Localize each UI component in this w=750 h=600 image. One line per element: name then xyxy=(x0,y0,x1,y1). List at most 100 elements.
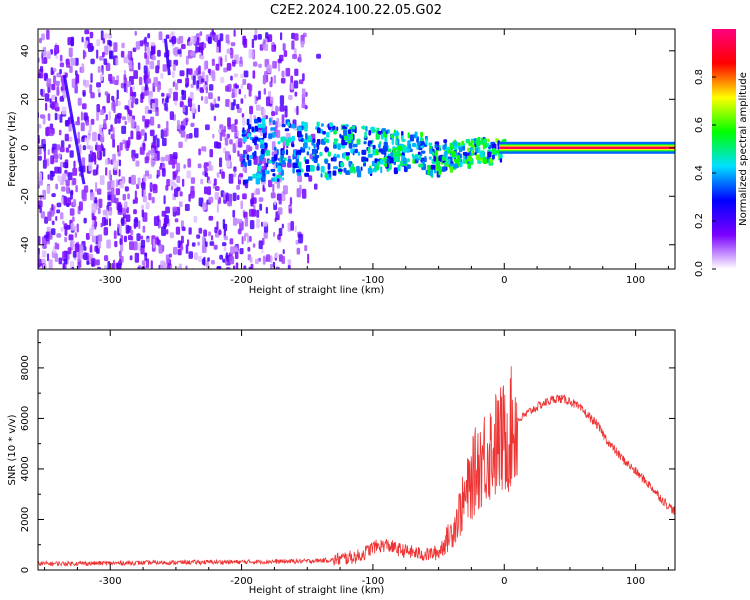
spectrogram-cell xyxy=(487,138,490,143)
spectrogram-cell xyxy=(274,154,278,161)
spectrogram-cell xyxy=(429,148,433,154)
spectrogram-cell xyxy=(274,252,279,259)
spectrogram-cell xyxy=(118,159,122,167)
spectrogram-cell xyxy=(95,144,98,151)
spectrogram-cell xyxy=(303,122,308,127)
spectrogram-cell xyxy=(247,124,252,130)
spectrogram-cell xyxy=(208,196,214,203)
spectrogram-cell xyxy=(122,193,126,201)
spectrogram-cell xyxy=(149,61,155,70)
spectrogram-cell xyxy=(34,171,37,181)
spectrogram-cell xyxy=(162,64,167,72)
spectrogram-cell xyxy=(244,217,249,227)
spectrogram-cell xyxy=(227,201,232,207)
spectrogram-cell xyxy=(182,104,186,113)
spectrogram-cell xyxy=(281,123,286,128)
spectrogram-cell xyxy=(141,260,146,266)
spectrogram-cell xyxy=(218,45,221,53)
spectrogram-cell xyxy=(269,81,273,88)
spectrogram-cell xyxy=(203,43,207,49)
spectrogram-cell xyxy=(375,134,380,140)
spectrogram-cell xyxy=(54,166,59,174)
spectrogram-cell xyxy=(371,160,375,167)
spectrogram-cell xyxy=(271,151,274,157)
spectrogram-cell xyxy=(117,201,122,211)
spectrogram-cell xyxy=(274,200,277,206)
spectrogram-cell xyxy=(46,51,51,59)
spectrogram-cell xyxy=(226,48,231,54)
spectrogram-cell xyxy=(394,151,398,156)
spectrogram-cell xyxy=(110,124,113,132)
spectrogram-cell xyxy=(296,154,300,159)
spectrogram-cell xyxy=(67,247,72,255)
snr-series-line xyxy=(38,366,675,567)
spectrogram-cell xyxy=(290,124,296,129)
spectrogram-cell xyxy=(60,227,64,232)
spectrogram-cell xyxy=(255,188,260,195)
spectrogram-cell xyxy=(150,260,153,269)
spectrogram-cell xyxy=(383,141,388,147)
spectrogram-cell xyxy=(180,125,185,131)
spectrogram-cell xyxy=(467,147,470,152)
spectrogram-cell xyxy=(234,88,238,98)
spectrogram-cell xyxy=(293,80,299,89)
spectrogram-cell xyxy=(239,173,244,178)
spectrogram-cell xyxy=(233,29,236,37)
spectrogram-cell xyxy=(221,129,226,137)
spectrogram-cell xyxy=(41,258,46,264)
spectrogram-cell xyxy=(304,125,308,132)
spectrogram-cell xyxy=(345,134,351,142)
spectrogram-cell xyxy=(194,70,198,75)
spectrogram-cell xyxy=(130,118,135,129)
x-tick-label: -200 xyxy=(230,275,253,286)
spectrogram-cell xyxy=(232,217,238,226)
spectrogram-cell xyxy=(420,153,423,157)
spectrogram-cell xyxy=(256,218,260,229)
spectrogram-cell xyxy=(48,259,53,269)
spectrogram-cell xyxy=(102,209,108,216)
spectrogram-cell xyxy=(181,44,186,50)
spectrogram-cell xyxy=(190,185,195,196)
spectrogram-cell xyxy=(235,140,239,148)
spectrogram-cell xyxy=(98,92,101,98)
spectrogram-cell xyxy=(304,245,308,252)
spectrogram-cell xyxy=(231,123,236,133)
spectrogram-cell xyxy=(131,96,136,104)
x-tick-label: -300 xyxy=(99,275,122,286)
spectrogram-cell xyxy=(376,127,380,132)
spectrogram-cell xyxy=(236,184,240,190)
spectrogram-cell xyxy=(55,183,58,190)
spectrogram-cell xyxy=(382,145,388,152)
spectrogram-cell xyxy=(123,235,127,243)
spectrogram-cell xyxy=(190,51,195,57)
spectrogram-cell xyxy=(462,145,466,151)
spectrogram-cell xyxy=(221,171,225,179)
spectrogram-cell xyxy=(417,141,421,146)
spectrogram-cell xyxy=(356,170,362,178)
spectrogram-cell xyxy=(82,79,86,86)
spectrogram-cell xyxy=(329,122,333,127)
spectrogram-cell xyxy=(111,95,115,101)
spectrogram-cell xyxy=(180,220,184,229)
spectrogram-cell xyxy=(90,192,95,201)
spectrogram-cell xyxy=(97,266,101,269)
spectrogram-cell xyxy=(265,150,271,156)
spectrogram-cell xyxy=(406,164,411,169)
spectrogram-cell xyxy=(82,145,87,151)
spectrogram-cell xyxy=(274,106,280,112)
spectrogram-cell xyxy=(383,156,387,163)
spectrogram-cell xyxy=(251,38,255,49)
spectrogram-cell xyxy=(282,43,286,52)
spectrogram-cell xyxy=(322,130,326,135)
spectrogram-cell xyxy=(82,103,87,110)
spectrogram-cell xyxy=(475,140,481,146)
spectrogram-cell xyxy=(327,151,331,157)
spectrogram-cell xyxy=(103,227,108,236)
spectrogram-cell xyxy=(468,161,471,169)
spectrogram-cell xyxy=(135,125,140,132)
spectrogram-cell xyxy=(31,103,36,112)
spectrogram-cell xyxy=(196,234,201,239)
spectrogram-cell xyxy=(226,63,232,71)
spectrogram-cell xyxy=(90,92,95,99)
spectrogram-cell xyxy=(278,227,283,237)
